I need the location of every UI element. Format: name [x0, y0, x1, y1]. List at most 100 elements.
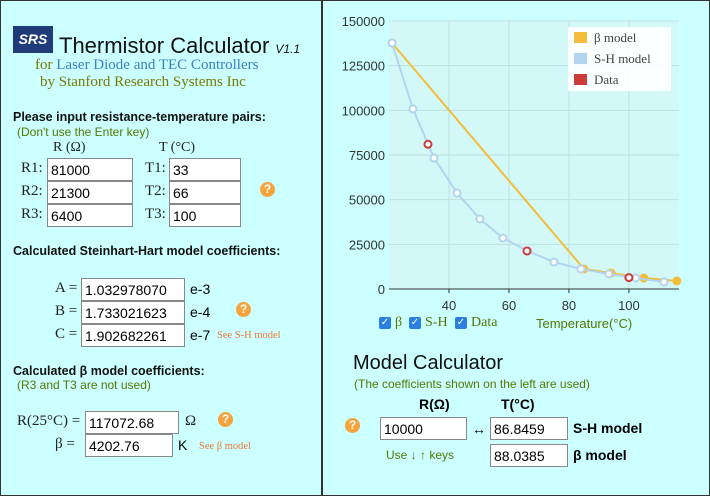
x-tick-label: 80: [562, 298, 576, 313]
unit: K: [178, 437, 188, 453]
section-heading: Please input resistance-temperature pair…: [13, 110, 266, 124]
data-point: [672, 276, 682, 286]
beta-temperature-field[interactable]: [490, 444, 568, 467]
resistance-field[interactable]: [47, 158, 133, 181]
exponent: e-7: [190, 327, 211, 343]
chart: 0 25000 50000 75000 100000 125000 150000 40 60 80…: [342, 14, 682, 331]
note: (The coefficients shown on the left are …: [354, 377, 590, 391]
temperature-field[interactable]: [169, 181, 241, 204]
row-label: T2:: [145, 183, 166, 199]
model-link[interactable]: See β model: [199, 441, 251, 452]
note: (R3 and T3 are not used): [17, 378, 151, 392]
model-link[interactable]: See S-H model: [217, 330, 281, 341]
legend-label: β model: [594, 30, 637, 45]
r25-field[interactable]: [85, 411, 179, 434]
exponent: e-3: [190, 281, 211, 297]
y-tick-label: 125000: [342, 59, 385, 74]
title: Thermistor Calculator: [59, 33, 270, 58]
toggle-label[interactable]: β: [395, 315, 403, 330]
resistance-field[interactable]: [380, 417, 467, 440]
coef-field[interactable]: [81, 301, 185, 324]
data-point: [604, 269, 614, 279]
resistance-field[interactable]: [47, 204, 133, 227]
checkbox[interactable]: ✓: [409, 317, 421, 329]
checkbox[interactable]: ✓: [455, 317, 467, 329]
column-header: T(°C): [501, 396, 535, 412]
help-icon[interactable]: ?: [260, 182, 275, 197]
model-label: S-H model: [573, 420, 643, 436]
help-icon[interactable]: ?: [236, 302, 251, 317]
checkbox[interactable]: ✓: [379, 317, 391, 329]
unit: Ω: [185, 413, 197, 429]
arrow: ↔: [472, 421, 486, 437]
label: R(25°C) =: [17, 413, 81, 429]
note: (Don't use the Enter key): [17, 125, 150, 139]
x-tick-label: 40: [442, 298, 456, 313]
row-label: R3:: [21, 206, 43, 222]
column-header: R(Ω): [419, 396, 450, 412]
section-heading: Calculated Steinhart-Hart model coeffici…: [13, 244, 281, 258]
y-tick-label: 50000: [349, 193, 385, 208]
legend-swatch: [574, 32, 587, 43]
resistance-field[interactable]: [47, 181, 133, 204]
coef-label: B =: [55, 303, 78, 319]
data-point: [549, 257, 559, 267]
row-label: R1:: [21, 160, 43, 176]
y-tick-label: 150000: [342, 14, 385, 29]
row-label: T1:: [145, 160, 166, 176]
version: V1.1: [275, 42, 301, 56]
data-point: [429, 153, 439, 163]
company: by Stanford Research Systems Inc: [40, 74, 246, 90]
data-point: [659, 277, 669, 287]
coef-label: C =: [55, 326, 78, 342]
help-icon[interactable]: ?: [345, 418, 360, 433]
data-point: [387, 38, 397, 48]
legend-swatch: [574, 53, 587, 64]
app-title: Thermistor Calculator V1.1: [59, 33, 300, 59]
exponent: e-4: [190, 304, 211, 320]
legend-label: Data: [594, 72, 619, 87]
temperature-field[interactable]: [169, 158, 241, 181]
x-axis-label: Temperature(°C): [536, 316, 632, 331]
for: for: [35, 57, 53, 73]
data-point: [522, 246, 532, 256]
data-point: [423, 139, 433, 149]
coef-field[interactable]: [81, 278, 185, 301]
data-point: [452, 188, 462, 198]
y-tick-label: 25000: [349, 237, 385, 252]
subtitle: for Laser Diode and TEC Controllers: [35, 57, 258, 74]
coef-label: A =: [55, 280, 78, 296]
y-tick-label: 0: [378, 282, 385, 297]
data-point: [475, 214, 485, 224]
calculator-title: Model Calculator: [353, 352, 504, 374]
data-point: [624, 273, 634, 283]
help-icon[interactable]: ?: [218, 412, 233, 427]
temperature-field[interactable]: [169, 204, 241, 227]
row-label: T3:: [145, 206, 166, 222]
hint: Use ↓ ↑ keys: [386, 448, 455, 462]
beta-field[interactable]: [85, 434, 173, 457]
logo: SRS: [13, 26, 53, 53]
legend-label: S-H model: [594, 51, 651, 66]
data-point: [498, 233, 508, 243]
column-header: R (Ω): [53, 140, 86, 155]
divider: [321, 1, 323, 495]
row-label: R2:: [21, 183, 43, 199]
data-point: [576, 264, 586, 274]
model-label: β model: [573, 447, 627, 463]
coef-field[interactable]: [81, 324, 185, 347]
x-tick-label: 100: [618, 298, 640, 313]
legend-swatch: [574, 74, 587, 85]
toggle-label[interactable]: Data: [471, 315, 498, 330]
y-tick-label: 75000: [349, 148, 385, 163]
column-header: T (°C): [159, 140, 196, 155]
product-link[interactable]: Laser Diode and TEC Controllers: [56, 57, 259, 73]
y-tick-label: 100000: [342, 103, 385, 118]
x-tick-label: 60: [502, 298, 516, 313]
toggle-label[interactable]: S-H: [425, 315, 448, 330]
series-line: [391, 42, 665, 283]
label: β =: [55, 436, 75, 452]
section-heading: Calculated β model coefficients:: [13, 364, 205, 378]
sh-temperature-field[interactable]: [490, 417, 568, 440]
